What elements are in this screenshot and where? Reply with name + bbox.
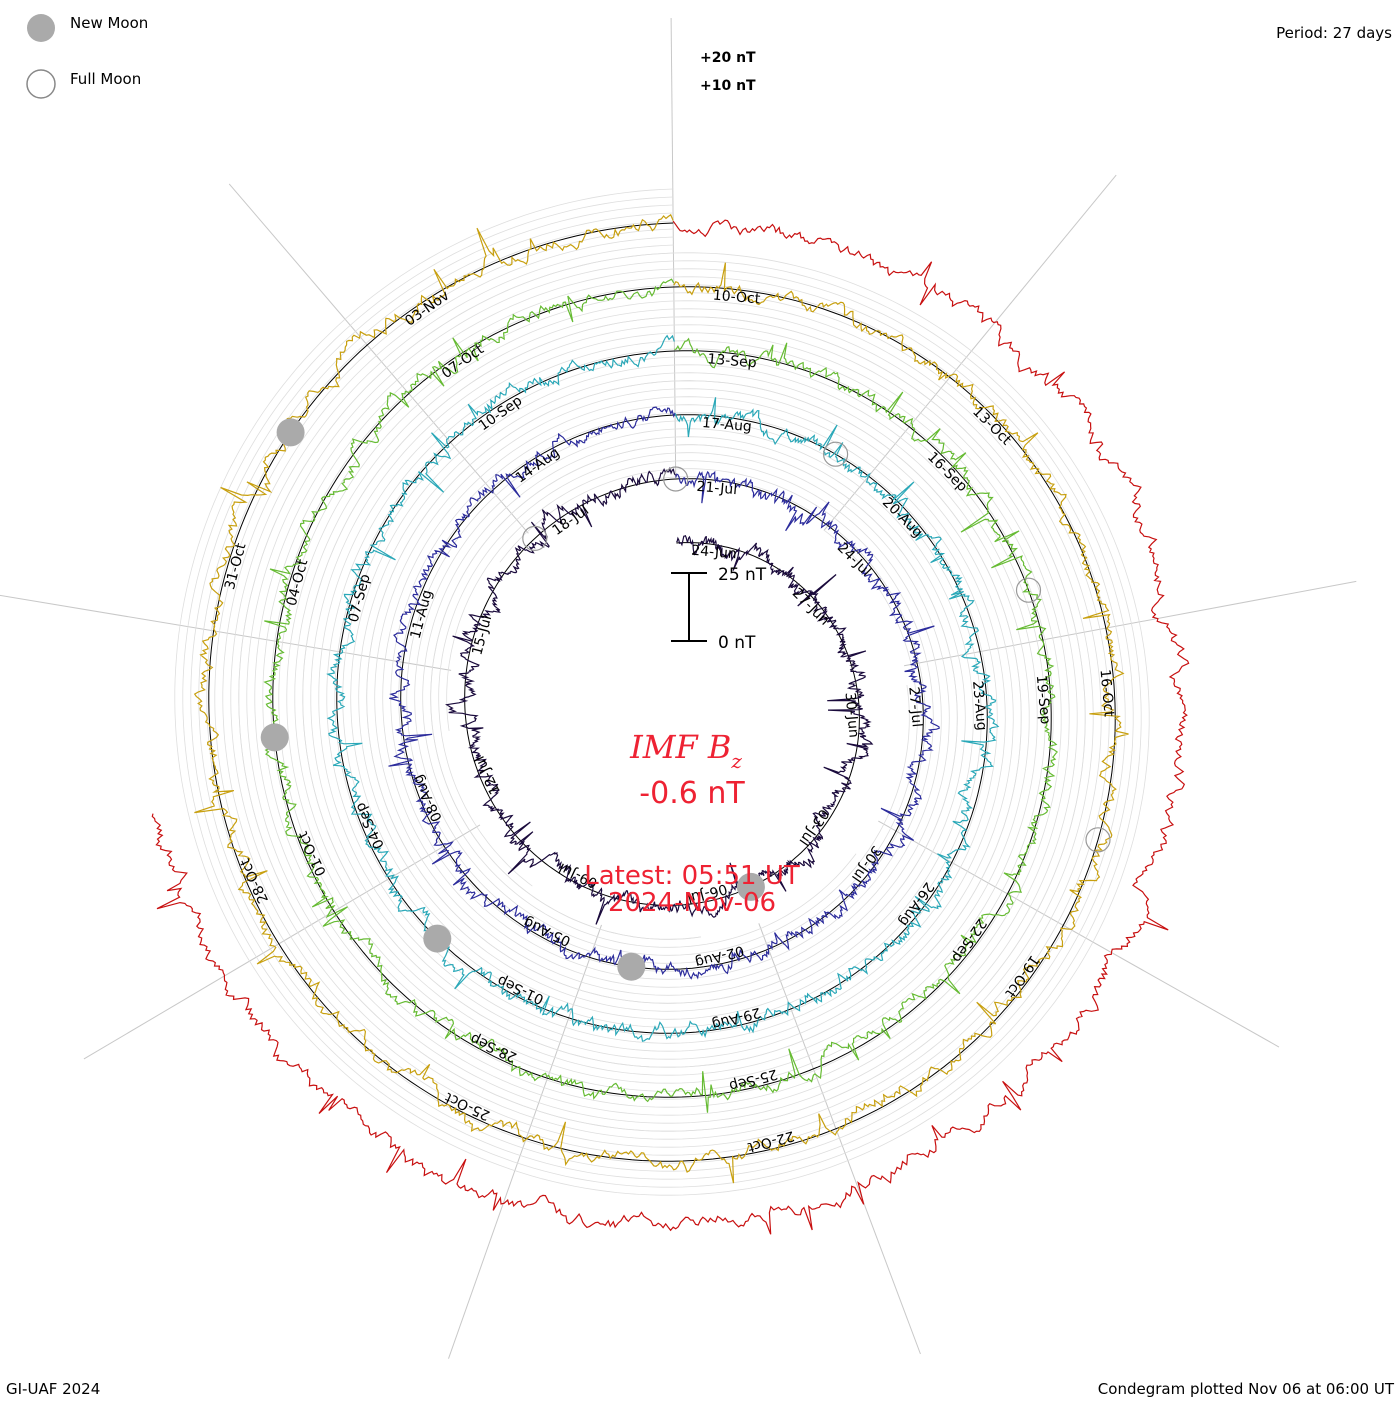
- chart-title-main: IMF B: [629, 728, 731, 766]
- label-layer: 24-Jun27-Jun30-Jun03-Jul06-Jul09-Jul12-J…: [222, 288, 1117, 1156]
- date-label: 03-Jul: [795, 806, 831, 848]
- new-moon-legend-icon: [27, 14, 55, 42]
- scale-tick-top: +20 nT: [700, 50, 756, 66]
- scale-tick-middle: +10 nT: [700, 78, 756, 94]
- date-label: 04-Sep: [352, 800, 387, 851]
- chart-title: IMF Bz: [629, 728, 742, 773]
- date-label: 18-Jul: [550, 502, 592, 538]
- spiral-grid-line: [206, 220, 1118, 1164]
- radial-grid-line: [0, 594, 452, 671]
- date-label: 12-Jul: [472, 753, 504, 797]
- moon-layer: [260, 418, 1111, 981]
- chart-title-subscript: z: [730, 749, 742, 773]
- scale-bar: 25 nT 0 nT: [671, 565, 767, 653]
- footer-credit: GI-UAF 2024: [6, 1380, 100, 1398]
- new-moon-marker: [276, 418, 305, 447]
- series-rotation-4: [263, 278, 1058, 1113]
- date-label: 19-Sep: [1033, 674, 1053, 725]
- full-moon-legend-label: Full Moon: [70, 70, 141, 88]
- new-moon-marker: [423, 924, 452, 953]
- latest-time: Latest: 05:51 UT: [584, 861, 800, 891]
- date-label: 21-Jul: [696, 479, 738, 498]
- radial-grid-line: [823, 174, 1117, 531]
- full-moon-marker: [522, 525, 548, 552]
- scale-bar-bottom-label: 0 nT: [718, 633, 756, 653]
- date-label: 23-Aug: [969, 680, 989, 731]
- series-rotation-1: [445, 466, 874, 925]
- series-rotation-5: [193, 213, 1129, 1184]
- date-label: 08-Aug: [410, 772, 446, 824]
- series-rotation-2: [388, 406, 940, 980]
- radial-grid-line: [758, 923, 921, 1355]
- full-moon-marker: [1015, 577, 1042, 603]
- spiral-grid-line: [222, 236, 1102, 1148]
- period-label: Period: 27 days: [1276, 24, 1392, 42]
- date-label: 20-Aug: [879, 494, 926, 541]
- series-rotation-6: [151, 219, 1190, 1235]
- spiral-grid-line: [174, 188, 1150, 1196]
- footer-plotted: Condegram plotted Nov 06 at 06:00 UT: [1098, 1380, 1395, 1398]
- date-label: 05-Aug: [521, 914, 573, 949]
- latest-date: 2024-Nov-06: [608, 888, 776, 918]
- new-moon-marker: [617, 952, 646, 981]
- zero-baseline-spiral: [208, 222, 1116, 1162]
- radial-grid-line: [228, 183, 529, 534]
- date-label: 25-Oct: [442, 1089, 492, 1124]
- spiral-grid-line: [198, 212, 1126, 1172]
- scale-bar-top-label: 25 nT: [718, 565, 767, 585]
- new-moon-legend-label: New Moon: [70, 14, 148, 32]
- date-label: 30-Jun: [842, 692, 862, 739]
- series-layer: [151, 213, 1190, 1235]
- full-moon-marker: [822, 441, 849, 467]
- date-label: 13-Sep: [707, 351, 758, 371]
- new-moon-marker: [736, 872, 765, 901]
- full-moon-legend-icon: [26, 69, 56, 99]
- date-label: 15-Jul: [469, 614, 495, 657]
- radial-grid-line: [83, 824, 481, 1060]
- full-moon-marker: [1085, 827, 1111, 853]
- new-moon-marker: [260, 723, 289, 752]
- radial-grid-line: [904, 580, 1357, 667]
- date-label: 01-Oct: [295, 828, 330, 878]
- date-label: 27-Jul: [905, 686, 925, 728]
- full-moon-marker: [663, 466, 689, 492]
- radial-grid-line: [670, 18, 677, 479]
- spiral-grid-line: [230, 244, 1094, 1140]
- series-rotation-3: [326, 334, 1000, 1042]
- spiral-grid-line: [182, 196, 1142, 1188]
- current-value: -0.6 nT: [639, 776, 745, 811]
- date-label: 19-Oct: [1001, 952, 1042, 1001]
- date-label: 16-Oct: [1097, 669, 1117, 718]
- date-label: 10-Oct: [712, 288, 761, 308]
- spiral-grid-line: [190, 204, 1134, 1180]
- date-label: 01-Sep: [495, 972, 547, 1007]
- date-label: 28-Sep: [468, 1030, 520, 1065]
- date-label: 17-Aug: [701, 415, 752, 435]
- date-label: 24-Jun: [691, 543, 738, 563]
